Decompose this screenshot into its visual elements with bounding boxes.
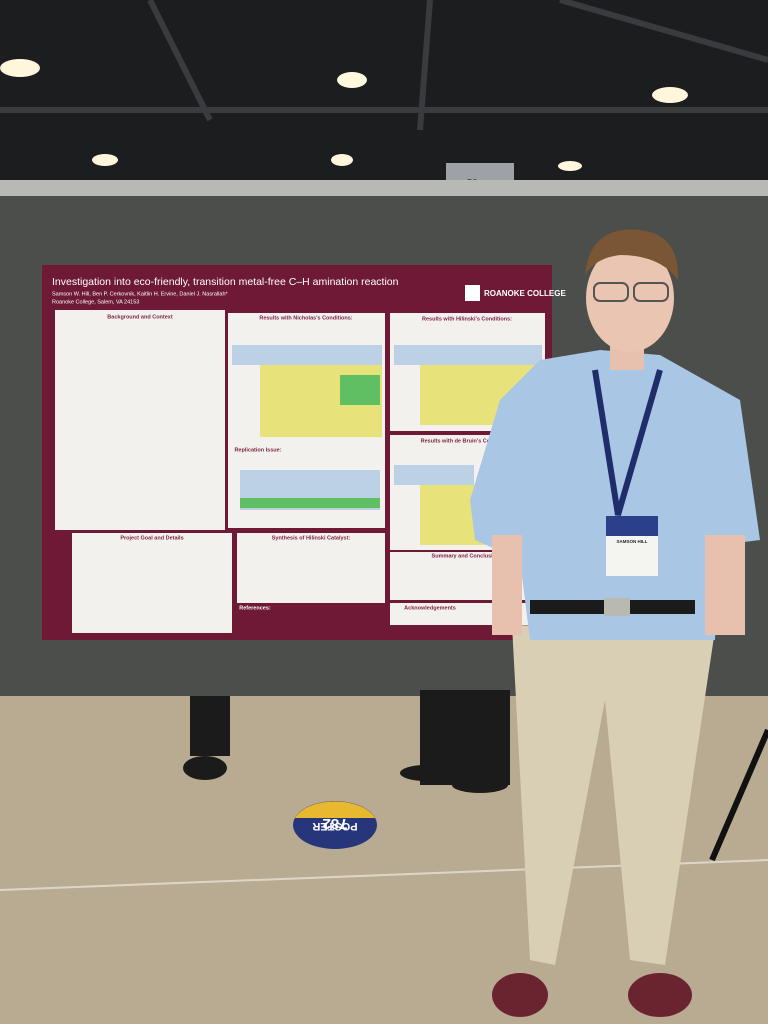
arm: [492, 535, 522, 635]
buckle: [604, 598, 630, 616]
head: [586, 244, 674, 352]
section-heading: Results with Nicholas's Conditions:: [259, 315, 352, 321]
floor-sign-number: 782: [322, 815, 347, 832]
poster-logo: ROANOKE COLLEGE: [484, 289, 566, 298]
floor-sign-label: POSTER: [312, 820, 357, 832]
poster-affiliation: Roanoke College, Salem, VA 24153: [52, 299, 139, 305]
section-heading: References:: [239, 605, 271, 611]
poster-title: Investigation into eco-friendly, transit…: [52, 276, 399, 288]
lanyard: [592, 369, 663, 516]
shoe: [492, 973, 548, 1017]
section-heading: Project Goal and Details: [120, 535, 183, 541]
section-heading: Summary and Conclusions: [432, 553, 503, 559]
badge-header: [606, 516, 658, 536]
ceiling-beams: [0, 0, 768, 131]
poster-authors: Samson W. Hill, Ben P. Cerkovnik, Kaitli…: [52, 291, 229, 297]
stand: [709, 728, 768, 862]
ceiling-lights: [0, 59, 688, 171]
pants: [512, 625, 715, 965]
poster: Investigation into eco-friendly, transit…: [42, 265, 566, 640]
section-heading: Results with de Bruin's Conditions:: [421, 438, 514, 444]
ceiling: [0, 0, 768, 200]
badge-name: SAMSON HILL: [617, 539, 648, 544]
shoe: [628, 973, 692, 1017]
wall-strip: [0, 180, 768, 198]
section-heading: Results with Hilinski's Conditions:: [422, 316, 512, 322]
legs: [183, 690, 510, 793]
section-heading: Replication Issue:: [234, 447, 281, 453]
data-tables: [232, 345, 542, 545]
section-heading: Background and Context: [107, 314, 173, 320]
logo-shield: [465, 285, 480, 301]
hair: [585, 229, 679, 280]
arm: [705, 535, 745, 635]
person: SAMSON HILL: [470, 229, 760, 1017]
glasses: [633, 282, 669, 302]
floor-sign-top: [295, 801, 375, 818]
glasses: [593, 282, 629, 302]
section-heading: Acknowledgements: [404, 605, 456, 611]
section-heading: Synthesis of Hilinski Catalyst:: [272, 535, 351, 541]
